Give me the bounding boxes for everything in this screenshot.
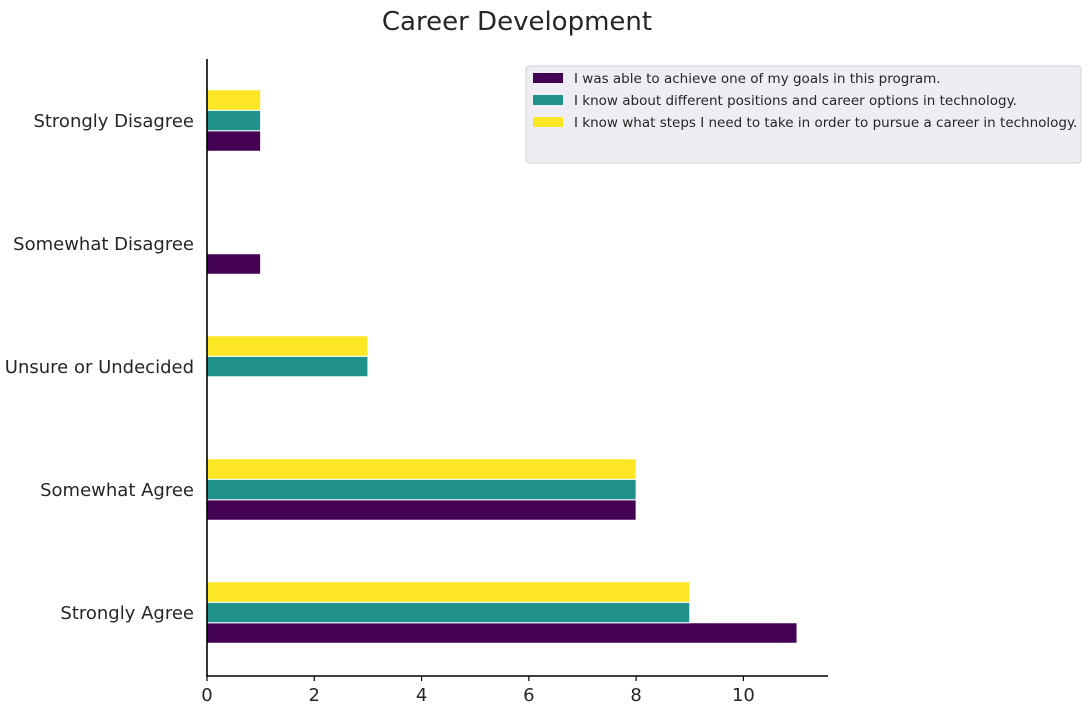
bar	[206, 89, 262, 111]
x-tick-label: 6	[523, 685, 534, 706]
category-label: Strongly Disagree	[33, 111, 194, 132]
bar	[206, 109, 262, 132]
bar	[206, 130, 262, 152]
bar	[206, 581, 691, 603]
x-tick-label: 2	[309, 685, 320, 706]
legend-swatch	[533, 117, 563, 127]
x-tick-label: 8	[630, 685, 641, 706]
category-labels: Strongly Disagree Somewhat Disagree Unsure…	[5, 111, 194, 624]
legend-frame	[525, 65, 1082, 164]
chart-title: Career Development	[382, 7, 652, 37]
category-label: Unsure or Undecided	[5, 357, 194, 378]
x-tick-label: 10	[732, 685, 755, 706]
bar	[206, 478, 637, 501]
bar	[206, 499, 637, 521]
x-tick-label: 4	[416, 685, 427, 706]
bar	[206, 458, 637, 480]
x-tick-label: 0	[201, 685, 212, 706]
category-label: Somewhat Disagree	[13, 234, 194, 255]
bar	[206, 335, 369, 357]
legend-entry: I know about different positions and car…	[574, 93, 1017, 109]
bar	[206, 355, 369, 378]
x-axis-ticks: 0 2 4 6 8 10	[201, 676, 755, 706]
bar	[206, 253, 262, 275]
bar	[206, 622, 798, 644]
legend-swatch	[533, 95, 563, 105]
bars-group	[206, 89, 798, 644]
legend-entry: I was able to achieve one of my goals in…	[574, 71, 941, 87]
bar	[206, 601, 691, 624]
category-label: Strongly Agree	[60, 603, 194, 624]
legend-swatch	[533, 73, 563, 83]
legend: I was able to achieve one of my goals in…	[525, 65, 1082, 164]
category-label: Somewhat Agree	[40, 480, 194, 501]
legend-entry: I know what steps I need to take in orde…	[574, 115, 1077, 131]
